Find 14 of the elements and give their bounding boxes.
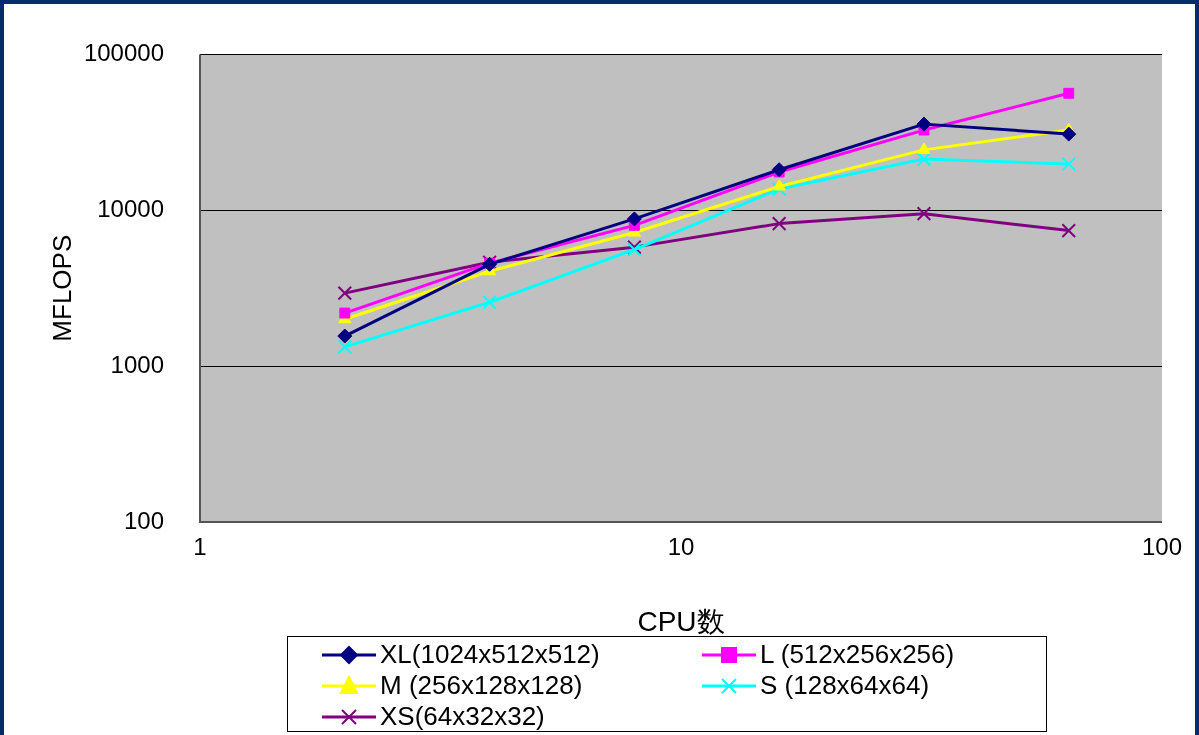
legend-label: M (256x128x128) [380, 670, 583, 701]
y-tick-label: 100000 [83, 39, 164, 67]
x-tick-label: 100 [1141, 533, 1182, 561]
y-tick-label: 10000 [97, 194, 164, 222]
y-axis-title: MFLOPS [46, 234, 77, 342]
x-axis-title: CPU数 [637, 605, 725, 637]
legend-label: XL(1024x512x512) [380, 639, 600, 670]
y-tick-label: 1000 [110, 350, 164, 378]
y-tick-label: 100 [123, 506, 164, 534]
legend-label: XS(64x32x32) [380, 701, 545, 732]
x-tick-label: 10 [667, 533, 695, 561]
x-tick-label: 1 [193, 533, 207, 561]
legend-label: L (512x256x256) [760, 639, 955, 670]
legend-label: S (128x64x64) [760, 670, 930, 701]
